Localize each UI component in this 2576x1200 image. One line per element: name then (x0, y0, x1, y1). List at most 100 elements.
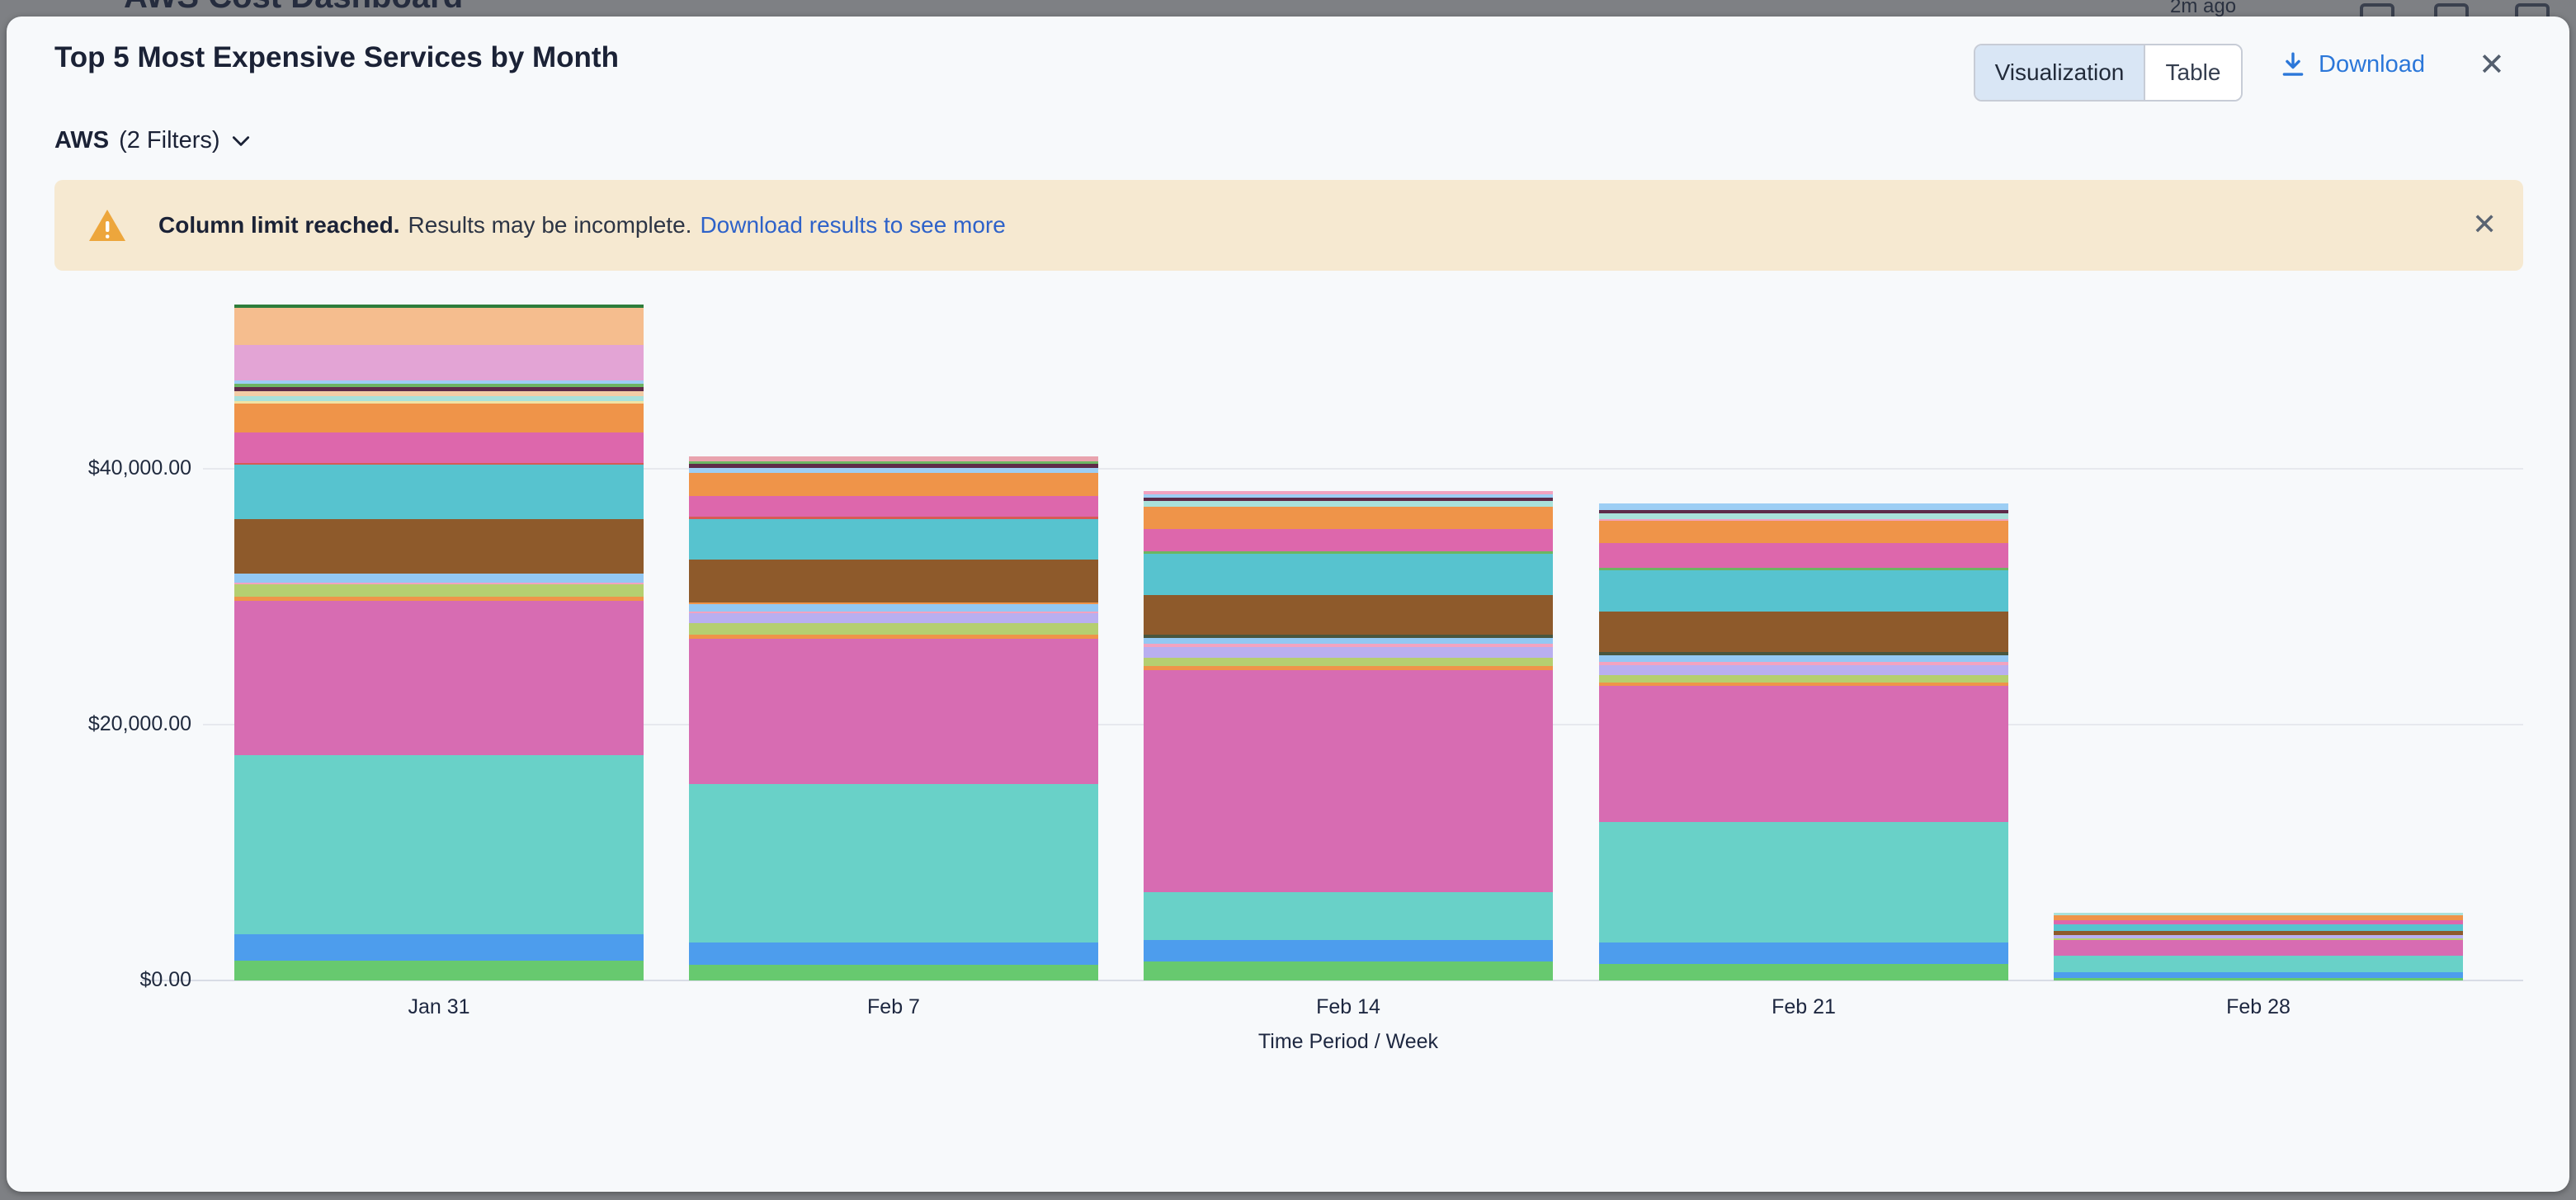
bar-segment[interactable] (234, 597, 644, 602)
bar-feb-21[interactable] (1599, 503, 2008, 980)
bar-segment[interactable] (1599, 513, 2008, 519)
warning-banner-link[interactable]: Download results to see more (700, 212, 1006, 238)
bar-segment[interactable] (234, 404, 644, 432)
bar-segment[interactable] (234, 960, 644, 980)
bar-segment[interactable] (689, 622, 1098, 635)
bar-segment[interactable] (234, 344, 644, 380)
bar-segment[interactable] (2054, 935, 2463, 939)
bar-segment[interactable] (234, 462, 644, 465)
bar-jan-31[interactable] (234, 304, 644, 980)
bar-segment[interactable] (689, 612, 1098, 623)
bar-segment[interactable] (1599, 963, 2008, 980)
bar-segment[interactable] (234, 390, 644, 397)
bar-segment[interactable] (2054, 956, 2463, 973)
bar-segment[interactable] (234, 754, 644, 934)
bar-segment[interactable] (689, 468, 1098, 474)
bar-segment[interactable] (234, 396, 644, 401)
bar-segment[interactable] (689, 519, 1098, 560)
bar-segment[interactable] (1144, 634, 1553, 638)
bar-feb-14[interactable] (1144, 490, 1553, 980)
bar-segment[interactable] (2054, 972, 2463, 979)
bar-segment[interactable] (234, 573, 644, 583)
bar-segment[interactable] (1599, 611, 2008, 652)
bar-segment[interactable] (234, 601, 644, 755)
bar-segment[interactable] (234, 400, 644, 404)
bar-segment[interactable] (234, 465, 644, 519)
download-button[interactable]: Download (2279, 50, 2425, 79)
bar-segment[interactable] (234, 933, 644, 961)
bar-segment[interactable] (689, 783, 1098, 943)
bar-segment[interactable] (1144, 550, 1553, 554)
bar-segment[interactable] (689, 611, 1098, 613)
bar-segment[interactable] (2054, 915, 2463, 921)
bar-segment[interactable] (1144, 490, 1553, 494)
bar-segment[interactable] (1144, 646, 1553, 658)
bar-segment[interactable] (1144, 643, 1553, 647)
bar-segment[interactable] (689, 461, 1098, 465)
bar-segment[interactable] (1144, 594, 1553, 635)
bar-segment[interactable] (1144, 939, 1553, 961)
bar-segment[interactable] (2054, 924, 2463, 932)
bar-segment[interactable] (1599, 821, 2008, 943)
bar-segment[interactable] (1599, 674, 2008, 683)
bar-segment[interactable] (689, 496, 1098, 517)
bar-segment[interactable] (1599, 503, 2008, 510)
bar-segment[interactable] (2054, 938, 2463, 940)
bar-segment[interactable] (234, 304, 644, 308)
bar-segment[interactable] (1144, 670, 1553, 892)
tab-table[interactable]: Table (2145, 45, 2241, 100)
bar-segment[interactable] (689, 473, 1098, 497)
bar-segment[interactable] (1144, 657, 1553, 667)
bar-segment[interactable] (1599, 542, 2008, 568)
filter-dropdown[interactable]: AWS (2 Filters) (54, 127, 252, 154)
bar-segment[interactable] (1599, 520, 2008, 543)
bar-segment[interactable] (2054, 939, 2463, 957)
bar-segment[interactable] (1144, 506, 1553, 529)
bar-segment[interactable] (1144, 891, 1553, 940)
bar-segment[interactable] (689, 464, 1098, 469)
bar-segment[interactable] (689, 634, 1098, 639)
close-icon[interactable]: ✕ (2479, 48, 2505, 83)
bar-segment[interactable] (1599, 567, 2008, 570)
bar-segment[interactable] (689, 964, 1098, 980)
bar-segment[interactable] (234, 386, 644, 391)
bar-segment[interactable] (689, 559, 1098, 602)
bar-segment[interactable] (1599, 518, 2008, 521)
bar-segment[interactable] (1599, 661, 2008, 665)
bar-segment[interactable] (689, 517, 1098, 519)
bar-segment[interactable] (1144, 494, 1553, 498)
bar-segment[interactable] (2054, 913, 2463, 916)
banner-dismiss-icon[interactable]: ✕ (2472, 207, 2498, 241)
tab-visualization[interactable]: Visualization (1975, 45, 2145, 100)
bar-segment[interactable] (1144, 961, 1553, 980)
bar-segment[interactable] (234, 307, 644, 345)
bar-segment[interactable] (1599, 942, 2008, 964)
bar-segment[interactable] (1599, 664, 2008, 675)
bar-segment[interactable] (1144, 501, 1553, 507)
bar-segment[interactable] (234, 584, 644, 598)
bar-segment[interactable] (689, 602, 1098, 604)
bar-segment[interactable] (2054, 931, 2463, 936)
bar-segment[interactable] (234, 380, 644, 385)
bar-segment[interactable] (689, 456, 1098, 462)
bar-segment[interactable] (2054, 920, 2463, 925)
bar-segment[interactable] (689, 942, 1098, 965)
bar-segment[interactable] (1144, 637, 1553, 644)
bar-segment[interactable] (2054, 978, 2463, 980)
bar-segment[interactable] (1599, 651, 2008, 655)
bar-feb-7[interactable] (689, 456, 1098, 980)
bar-segment[interactable] (1599, 569, 2008, 612)
bar-segment[interactable] (1144, 553, 1553, 595)
bar-segment[interactable] (1599, 654, 2008, 662)
bar-segment[interactable] (234, 432, 644, 463)
bar-segment[interactable] (234, 518, 644, 574)
bar-segment[interactable] (1144, 498, 1553, 502)
bar-segment[interactable] (689, 603, 1098, 612)
bar-segment[interactable] (1599, 685, 2008, 822)
bar-segment[interactable] (234, 384, 644, 387)
bar-segment[interactable] (689, 638, 1098, 784)
bar-segment[interactable] (1144, 528, 1553, 551)
bar-segment[interactable] (1599, 682, 2008, 686)
bar-feb-28[interactable] (2054, 913, 2463, 980)
bar-segment[interactable] (1599, 509, 2008, 513)
